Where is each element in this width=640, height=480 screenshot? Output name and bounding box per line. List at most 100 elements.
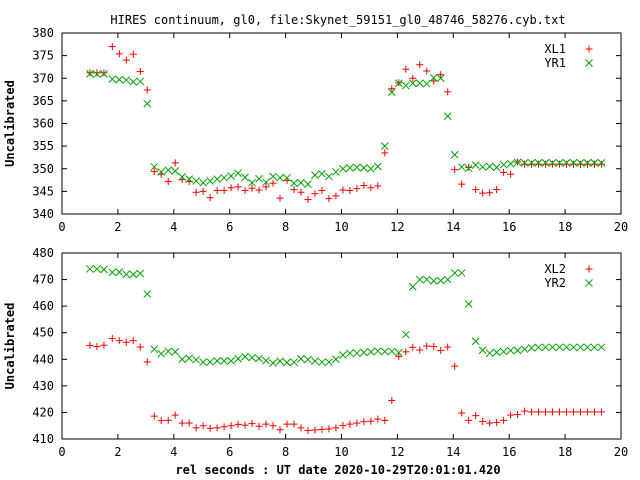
data-point — [597, 408, 605, 416]
data-point — [290, 420, 298, 428]
data-point — [262, 178, 270, 187]
data-point — [366, 347, 375, 356]
data-point — [556, 408, 564, 416]
data-point — [534, 343, 543, 352]
data-point — [171, 167, 180, 175]
data-point — [360, 163, 368, 172]
data-point — [422, 79, 431, 88]
data-point — [157, 168, 166, 176]
data-point — [576, 159, 585, 167]
data-point — [374, 182, 382, 190]
data-point — [192, 424, 200, 432]
data-point — [318, 169, 326, 178]
y-tick-label: 340 — [32, 207, 54, 221]
data-point — [534, 159, 543, 167]
data-point — [311, 426, 319, 434]
data-point — [479, 417, 487, 425]
data-point — [290, 186, 298, 194]
data-point — [353, 185, 361, 193]
data-point — [234, 169, 242, 178]
data-point — [562, 408, 570, 416]
data-point — [465, 163, 473, 171]
data-point — [408, 79, 417, 88]
data-point — [528, 160, 536, 168]
y-tick-label: 460 — [32, 299, 54, 313]
data-point — [346, 186, 354, 194]
data-point — [269, 172, 277, 181]
data-point — [556, 160, 564, 168]
data-point — [513, 158, 522, 167]
data-point — [192, 355, 201, 364]
data-point — [339, 421, 347, 429]
data-point — [86, 69, 94, 77]
data-point — [381, 149, 389, 157]
data-point — [562, 159, 571, 167]
data-point — [199, 422, 207, 430]
data-point — [248, 184, 256, 192]
data-point — [290, 179, 298, 188]
data-point — [283, 358, 291, 367]
data-point — [143, 99, 152, 108]
data-point — [150, 167, 158, 175]
data-point — [430, 77, 438, 85]
data-point — [451, 166, 459, 174]
data-point — [444, 88, 452, 96]
x-tick-label: 6 — [226, 220, 233, 234]
data-point — [521, 160, 529, 168]
data-point — [318, 186, 326, 194]
x-tick-label: 14 — [446, 445, 460, 459]
data-point — [269, 359, 277, 367]
x-tick-label: 2 — [114, 220, 121, 234]
data-point — [542, 160, 550, 168]
data-point — [549, 160, 557, 168]
data-point — [227, 422, 235, 430]
y-tick-label: 370 — [32, 71, 54, 85]
data-point — [185, 419, 193, 427]
data-point — [583, 160, 591, 168]
data-point — [276, 194, 284, 202]
data-point — [276, 173, 284, 182]
y-tick-label: 410 — [32, 432, 54, 446]
data-point — [93, 265, 101, 273]
data-point — [199, 178, 208, 187]
data-point — [367, 417, 375, 425]
data-point — [332, 168, 340, 176]
data-point — [178, 355, 187, 364]
data-point — [472, 412, 480, 420]
data-point — [325, 425, 333, 433]
data-point — [213, 424, 221, 432]
data-point — [548, 159, 557, 167]
data-point — [220, 423, 228, 431]
data-point — [108, 43, 116, 51]
data-point — [241, 352, 249, 361]
data-point — [451, 362, 459, 370]
data-point — [394, 348, 403, 357]
data-point — [415, 275, 424, 284]
figure-title: HIRES continuum, gl0, file:Skynet_59151_… — [110, 13, 565, 27]
data-point — [164, 166, 173, 174]
x-tick-label: 20 — [614, 445, 628, 459]
data-point — [283, 420, 291, 428]
data-point — [576, 343, 585, 352]
data-point — [500, 168, 508, 176]
data-point — [213, 357, 221, 365]
data-point — [255, 354, 263, 363]
data-point — [192, 188, 200, 196]
data-point — [597, 159, 606, 167]
data-point — [464, 164, 473, 173]
data-point — [437, 347, 445, 355]
data-point — [430, 343, 438, 351]
data-point — [541, 159, 550, 167]
data-point — [192, 177, 201, 185]
data-point — [220, 173, 228, 182]
data-point — [360, 418, 368, 426]
data-point — [86, 69, 94, 78]
x-tick-label: 10 — [334, 220, 348, 234]
data-point — [409, 74, 417, 82]
data-point — [422, 275, 431, 284]
data-point — [590, 159, 599, 167]
data-point — [465, 416, 473, 424]
data-point — [464, 300, 473, 308]
data-point — [311, 190, 319, 198]
